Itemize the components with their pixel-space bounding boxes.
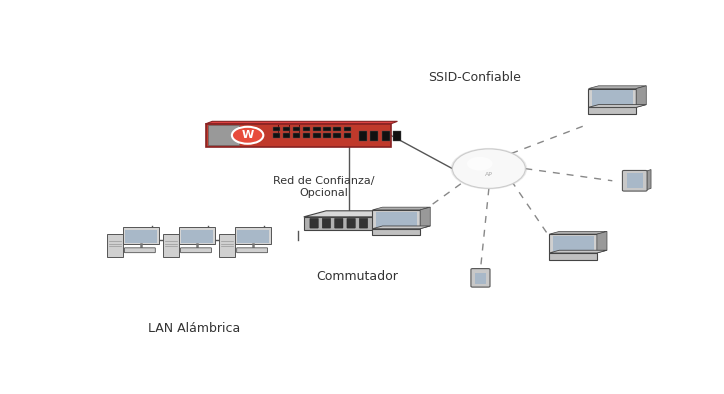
FancyBboxPatch shape: [283, 134, 290, 138]
Polygon shape: [645, 169, 651, 190]
FancyBboxPatch shape: [208, 125, 239, 145]
Polygon shape: [394, 211, 416, 230]
FancyBboxPatch shape: [393, 131, 401, 141]
Text: W: W: [242, 130, 253, 139]
FancyBboxPatch shape: [334, 218, 343, 228]
FancyBboxPatch shape: [244, 249, 262, 251]
Circle shape: [232, 127, 264, 144]
FancyBboxPatch shape: [273, 127, 280, 131]
Text: SSID-Confiable: SSID-Confiable: [429, 71, 521, 84]
FancyBboxPatch shape: [592, 90, 633, 106]
FancyBboxPatch shape: [310, 218, 319, 228]
FancyBboxPatch shape: [550, 234, 597, 253]
FancyBboxPatch shape: [283, 127, 290, 131]
Circle shape: [450, 148, 527, 190]
FancyBboxPatch shape: [324, 127, 331, 131]
FancyBboxPatch shape: [180, 248, 211, 253]
FancyBboxPatch shape: [303, 127, 311, 131]
Text: AP: AP: [485, 172, 493, 177]
FancyBboxPatch shape: [324, 134, 331, 138]
FancyBboxPatch shape: [293, 127, 300, 131]
FancyBboxPatch shape: [132, 249, 150, 251]
FancyBboxPatch shape: [237, 248, 268, 253]
Polygon shape: [589, 86, 647, 89]
FancyBboxPatch shape: [589, 89, 636, 107]
Text: Red de Confianza/
Opcional: Red de Confianza/ Opcional: [273, 176, 374, 198]
FancyBboxPatch shape: [188, 249, 206, 251]
FancyBboxPatch shape: [293, 134, 300, 138]
FancyBboxPatch shape: [359, 131, 367, 141]
FancyBboxPatch shape: [163, 234, 179, 256]
FancyBboxPatch shape: [107, 234, 123, 256]
Polygon shape: [304, 217, 394, 230]
FancyBboxPatch shape: [179, 227, 215, 244]
Polygon shape: [372, 207, 430, 210]
FancyBboxPatch shape: [359, 218, 368, 228]
Polygon shape: [636, 86, 647, 107]
Polygon shape: [206, 121, 397, 124]
Polygon shape: [589, 105, 647, 107]
Circle shape: [452, 149, 526, 188]
FancyBboxPatch shape: [550, 253, 597, 260]
FancyBboxPatch shape: [303, 134, 311, 138]
FancyBboxPatch shape: [334, 134, 341, 138]
FancyBboxPatch shape: [376, 212, 417, 227]
FancyBboxPatch shape: [623, 171, 647, 191]
Circle shape: [467, 157, 492, 171]
FancyBboxPatch shape: [372, 229, 420, 235]
FancyBboxPatch shape: [206, 124, 391, 147]
Polygon shape: [372, 226, 430, 229]
FancyBboxPatch shape: [589, 107, 636, 114]
FancyBboxPatch shape: [371, 131, 379, 141]
FancyBboxPatch shape: [273, 134, 280, 138]
Polygon shape: [550, 231, 607, 234]
FancyBboxPatch shape: [334, 127, 341, 131]
Polygon shape: [420, 207, 430, 229]
FancyBboxPatch shape: [344, 134, 351, 138]
FancyBboxPatch shape: [382, 131, 390, 141]
FancyBboxPatch shape: [125, 230, 157, 243]
FancyBboxPatch shape: [347, 218, 355, 228]
FancyBboxPatch shape: [552, 236, 594, 251]
Polygon shape: [597, 231, 607, 253]
FancyBboxPatch shape: [181, 230, 213, 243]
FancyBboxPatch shape: [322, 218, 331, 228]
FancyBboxPatch shape: [313, 127, 321, 131]
FancyBboxPatch shape: [475, 273, 486, 284]
FancyBboxPatch shape: [237, 230, 269, 243]
FancyBboxPatch shape: [344, 127, 351, 131]
Text: LAN Alámbrica: LAN Alámbrica: [148, 322, 240, 335]
FancyBboxPatch shape: [235, 227, 272, 244]
Text: Commutador: Commutador: [316, 270, 398, 283]
FancyBboxPatch shape: [471, 269, 490, 287]
FancyBboxPatch shape: [627, 173, 643, 188]
FancyBboxPatch shape: [123, 227, 159, 244]
Polygon shape: [550, 250, 607, 253]
Polygon shape: [304, 211, 416, 217]
FancyBboxPatch shape: [313, 134, 321, 138]
FancyBboxPatch shape: [125, 248, 156, 253]
FancyBboxPatch shape: [219, 234, 235, 256]
FancyBboxPatch shape: [372, 210, 420, 229]
